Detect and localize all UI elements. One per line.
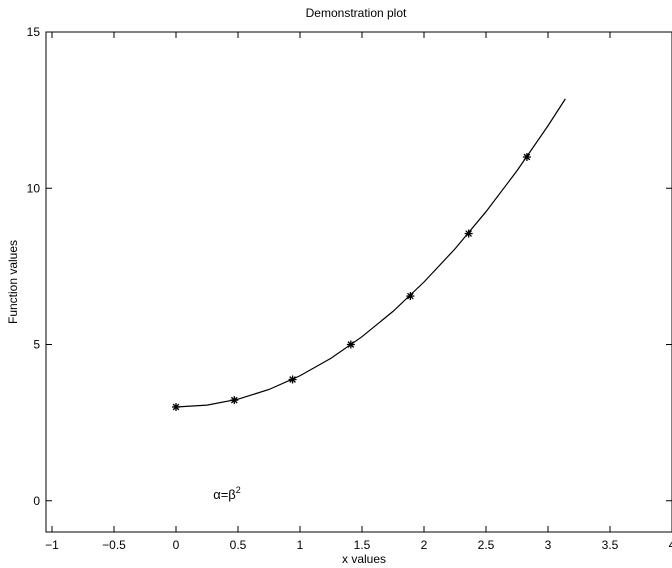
data-point <box>346 340 355 349</box>
y-tick-label: 0 <box>33 494 40 508</box>
data-point <box>406 292 415 301</box>
series-line <box>175 98 566 408</box>
x-tick-label: −0.5 <box>102 538 126 552</box>
chart-title: Demonstration plot <box>306 6 407 20</box>
x-tick-label: 4 <box>669 538 672 552</box>
x-tick-label: 2 <box>421 538 428 552</box>
x-tick-label: 2.5 <box>478 538 495 552</box>
y-tick-label: 15 <box>27 25 41 39</box>
y-axis-title: Function values <box>6 240 20 324</box>
y-tick-label: 10 <box>27 181 41 195</box>
x-tick-label: 3.5 <box>602 538 619 552</box>
data-point <box>172 403 180 411</box>
data-point <box>230 396 239 405</box>
axis-ticks: −1 −0.5 0 0.5 1 1.5 2 2.5 3 3.5 4 0 5 10 15 <box>27 25 672 552</box>
data-point <box>464 229 473 238</box>
data-point <box>288 375 297 384</box>
x-tick-label: 0 <box>173 538 180 552</box>
annotations: α=β2 <box>213 485 241 502</box>
series-lines <box>175 98 566 408</box>
x-tick-label: 0.5 <box>230 538 247 552</box>
x-tick-label: 1 <box>297 538 304 552</box>
x-axis-title: x values <box>342 552 386 566</box>
series-markers <box>172 153 531 411</box>
annotation-text: α=β2 <box>213 485 241 502</box>
data-point <box>522 153 531 161</box>
x-tick-label: 1.5 <box>354 538 371 552</box>
y-tick-label: 5 <box>33 338 40 352</box>
x-tick-label: 3 <box>545 538 552 552</box>
x-tick-label: −1 <box>45 538 59 552</box>
plot-area <box>45 31 672 533</box>
